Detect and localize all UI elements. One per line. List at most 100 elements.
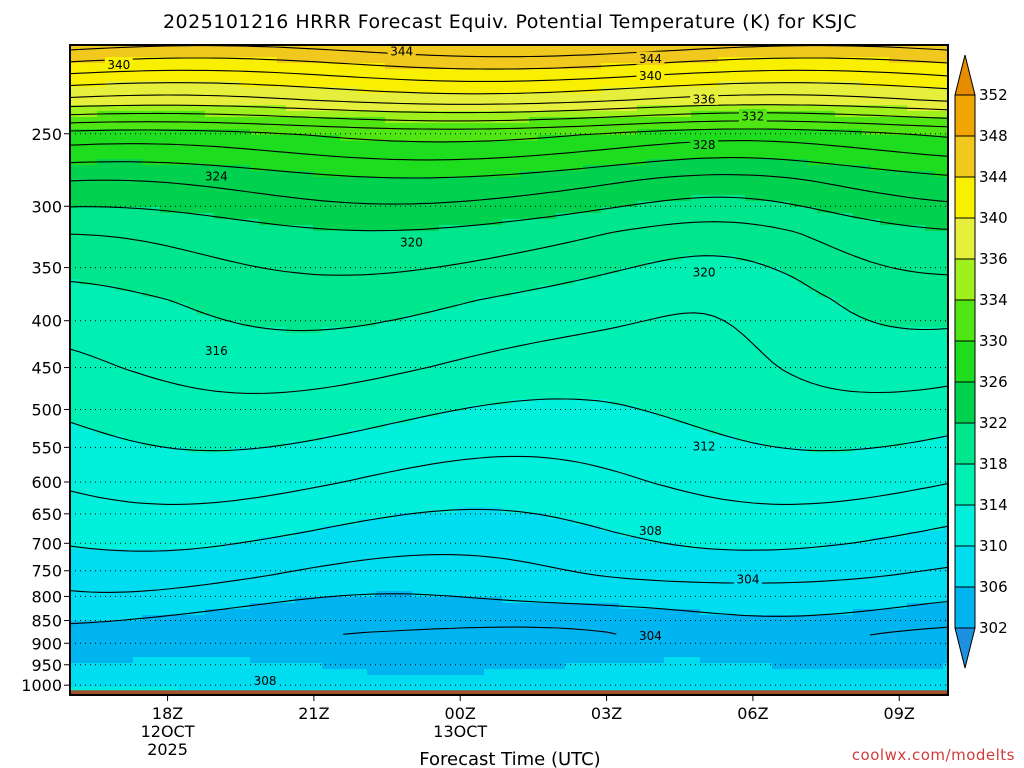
field-cell — [322, 99, 332, 106]
field-cell — [304, 63, 314, 70]
field-cell — [223, 333, 233, 340]
field-cell — [403, 447, 413, 454]
field-cell — [97, 591, 107, 598]
field-cell — [367, 111, 377, 118]
field-cell — [358, 381, 368, 388]
field-cell — [115, 639, 125, 646]
field-cell — [448, 159, 458, 166]
field-cell — [304, 537, 314, 544]
field-cell — [340, 291, 350, 298]
field-cell — [313, 219, 323, 226]
field-cell — [322, 213, 332, 220]
field-cell — [250, 231, 260, 238]
field-cell — [88, 63, 98, 70]
field-cell — [259, 345, 269, 352]
field-cell — [385, 681, 395, 688]
field-cell — [232, 165, 242, 172]
field-cell — [223, 567, 233, 574]
field-cell — [187, 327, 197, 334]
field-cell — [421, 573, 431, 580]
field-cell — [349, 435, 359, 442]
field-cell — [304, 153, 314, 160]
field-cell — [223, 501, 233, 508]
field-cell — [403, 459, 413, 466]
field-cell — [295, 351, 305, 358]
field-cell — [412, 111, 422, 118]
field-cell — [331, 489, 341, 496]
field-cell — [169, 129, 179, 136]
field-cell — [70, 603, 80, 610]
field-cell — [385, 399, 395, 406]
field-cell — [358, 357, 368, 364]
field-cell — [412, 375, 422, 382]
field-cell — [358, 573, 368, 580]
field-cell — [124, 243, 134, 250]
field-cell — [223, 597, 233, 604]
field-cell — [88, 321, 98, 328]
field-cell — [151, 435, 161, 442]
field-cell — [268, 159, 278, 166]
field-cell — [259, 453, 269, 460]
field-cell — [439, 153, 449, 160]
field-cell — [322, 447, 332, 454]
field-cell — [232, 231, 242, 238]
field-cell — [259, 309, 269, 316]
field-cell — [241, 417, 251, 424]
field-cell — [295, 279, 305, 286]
field-cell — [268, 591, 278, 598]
field-cell — [367, 147, 377, 154]
field-cell — [97, 207, 107, 214]
field-cell — [232, 531, 242, 538]
field-cell — [322, 69, 332, 76]
field-cell — [88, 303, 98, 310]
field-cell — [259, 537, 269, 544]
field-cell — [313, 399, 323, 406]
field-cell — [412, 393, 422, 400]
field-cell — [70, 87, 80, 94]
field-cell — [259, 177, 269, 184]
field-cell — [394, 471, 404, 478]
field-cell — [448, 165, 458, 172]
field-cell — [304, 675, 314, 682]
field-cell — [457, 465, 467, 472]
field-cell — [169, 63, 179, 70]
field-cell — [322, 375, 332, 382]
field-cell — [115, 171, 125, 178]
field-cell — [286, 495, 296, 502]
field-cell — [250, 315, 260, 322]
field-cell — [187, 657, 197, 664]
field-cell — [178, 621, 188, 628]
field-cell — [466, 405, 476, 412]
field-cell — [457, 501, 467, 508]
field-cell — [88, 675, 98, 682]
field-cell — [70, 627, 80, 634]
field-cell — [106, 165, 116, 172]
field-cell — [196, 51, 206, 58]
field-cell — [466, 201, 476, 208]
field-cell — [358, 405, 368, 412]
field-cell — [70, 303, 80, 310]
field-cell — [214, 105, 224, 112]
field-cell — [205, 117, 215, 124]
field-cell — [88, 495, 98, 502]
field-cell — [430, 591, 440, 598]
field-cell — [88, 381, 98, 388]
field-cell — [412, 471, 422, 478]
field-cell — [421, 411, 431, 418]
field-cell — [340, 495, 350, 502]
field-cell — [241, 189, 251, 196]
field-cell — [241, 75, 251, 82]
field-cell — [421, 249, 431, 256]
field-cell — [142, 513, 152, 520]
field-cell — [151, 165, 161, 172]
field-cell — [349, 405, 359, 412]
field-cell — [475, 321, 485, 328]
field-cell — [223, 183, 233, 190]
field-cell — [88, 201, 98, 208]
field-cell — [268, 441, 278, 448]
field-cell — [313, 393, 323, 400]
field-cell — [124, 93, 134, 100]
field-cell — [241, 651, 251, 658]
field-cell — [286, 225, 296, 232]
field-cell — [88, 87, 98, 94]
